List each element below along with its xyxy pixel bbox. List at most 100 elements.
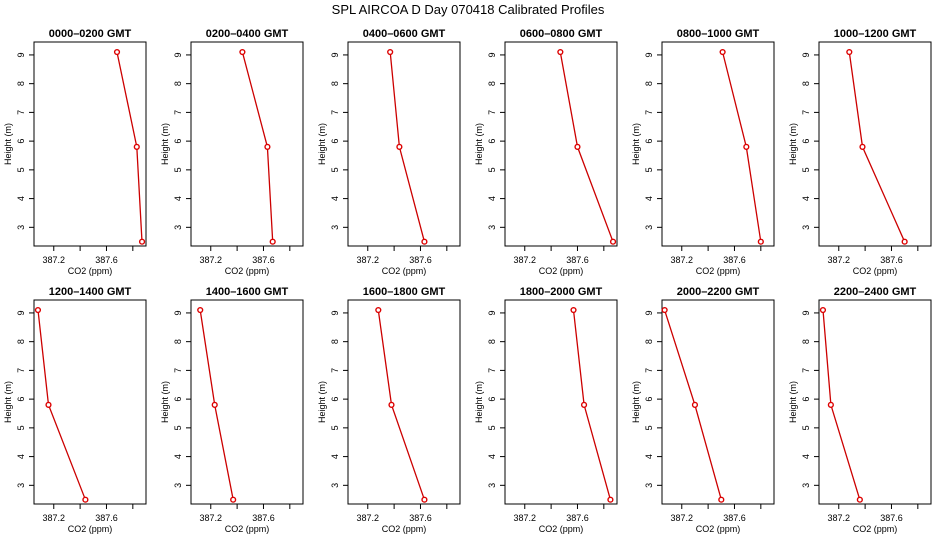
y-axis-label: Height (m) — [3, 381, 13, 423]
panel-title: 2200–2400 GMT — [834, 286, 917, 298]
data-point — [45, 401, 52, 408]
panel-title: 0600–0800 GMT — [520, 28, 603, 40]
y-tick-label: 3 — [16, 225, 26, 230]
plot-frame — [818, 41, 932, 247]
panel-title: 0400–0600 GMT — [363, 28, 446, 40]
x-tick-label: 387.2 — [199, 255, 222, 265]
profile-panel-5: 0800–1000 GMT 387.2 387.6 3 4 5 6 7 8 9 CO2 (ppm) H… — [631, 28, 775, 276]
y-axis-label: Height (m) — [788, 123, 798, 165]
y-tick-label: 9 — [16, 310, 26, 315]
y-tick-label: 4 — [330, 196, 340, 201]
data-point — [239, 48, 246, 56]
data-point — [661, 306, 668, 314]
x-tick-label: 387.6 — [723, 255, 746, 265]
x-tick-label: 387.2 — [670, 513, 693, 523]
y-tick-label: 6 — [173, 397, 183, 402]
y-tick-label: 7 — [644, 110, 654, 115]
y-tick-label: 8 — [644, 339, 654, 344]
x-axis-label: CO2 (ppm) — [68, 266, 113, 276]
data-point — [757, 238, 764, 245]
profile-panel-6: 1000–1200 GMT 387.2 387.6 3 4 5 6 7 8 9 CO2 (ppm) H… — [788, 28, 932, 276]
y-tick-label: 9 — [801, 52, 811, 57]
y-tick-label: 6 — [644, 139, 654, 144]
profile-panel-10: 1800–2000 GMT 387.2 387.6 3 4 5 6 7 8 9 CO2 (ppm) H… — [474, 286, 618, 534]
x-tick-label: 387.6 — [723, 513, 746, 523]
y-axis-label: Height (m) — [474, 123, 484, 165]
y-tick-label: 9 — [644, 310, 654, 315]
profile-panel-7: 1200–1400 GMT 387.2 387.6 3 4 5 6 7 8 9 CO2 (ppm) H… — [3, 286, 147, 534]
data-point — [34, 306, 42, 314]
data-point — [901, 238, 908, 245]
x-tick-label: 387.6 — [880, 255, 903, 265]
plot-frame — [504, 299, 618, 505]
data-point — [421, 238, 428, 245]
x-tick-label: 387.2 — [42, 513, 65, 523]
y-tick-label: 3 — [16, 483, 26, 488]
y-tick-label: 6 — [801, 397, 811, 402]
profile-panel-4: 0600–0800 GMT 387.2 387.6 3 4 5 6 7 8 9 CO2 (ppm) H… — [474, 28, 618, 276]
y-tick-label: 8 — [330, 339, 340, 344]
y-axis-label: Height (m) — [788, 381, 798, 423]
y-tick-label: 4 — [487, 196, 497, 201]
profile-line — [37, 310, 87, 500]
x-axis-label: CO2 (ppm) — [68, 524, 113, 534]
data-point — [607, 496, 614, 503]
panel-title: 1000–1200 GMT — [834, 28, 917, 40]
x-tick-label: 387.6 — [409, 255, 432, 265]
data-point — [211, 401, 218, 408]
y-tick-label: 5 — [801, 425, 811, 430]
x-tick-label: 387.6 — [566, 255, 589, 265]
y-tick-label: 3 — [173, 483, 183, 488]
data-point — [421, 496, 428, 503]
y-tick-label: 4 — [16, 196, 26, 201]
y-tick-label: 8 — [16, 339, 26, 344]
y-tick-label: 7 — [644, 368, 654, 373]
y-tick-label: 4 — [173, 454, 183, 459]
data-point — [846, 48, 853, 56]
x-tick-label: 387.6 — [95, 255, 118, 265]
y-tick-label: 6 — [330, 139, 340, 144]
y-tick-label: 3 — [801, 225, 811, 230]
x-axis-label: CO2 (ppm) — [853, 266, 898, 276]
y-tick-label: 5 — [16, 425, 26, 430]
data-point — [691, 401, 699, 408]
y-tick-label: 7 — [330, 110, 340, 115]
profile-panel-9: 1600–1800 GMT 387.2 387.6 3 4 5 6 7 8 9 CO2 (ppm) H… — [317, 286, 461, 534]
plot-frame — [661, 299, 775, 505]
y-tick-label: 4 — [16, 454, 26, 459]
y-tick-label: 5 — [801, 167, 811, 172]
y-tick-label: 4 — [487, 454, 497, 459]
y-axis-label: Height (m) — [160, 123, 170, 165]
profile-panel-8: 1400–1600 GMT 387.2 387.6 3 4 5 6 7 8 9 CO2 (ppm) H… — [160, 286, 304, 534]
data-point — [133, 143, 140, 150]
y-tick-label: 7 — [16, 368, 26, 373]
y-tick-label: 3 — [173, 225, 183, 230]
y-tick-label: 9 — [487, 52, 497, 57]
y-axis-label: Height (m) — [3, 123, 13, 165]
data-point — [138, 238, 146, 245]
x-tick-label: 387.2 — [513, 255, 536, 265]
y-tick-label: 6 — [801, 139, 811, 144]
x-axis-label: CO2 (ppm) — [696, 266, 741, 276]
profile-panel-12: 2200–2400 GMT 387.2 387.6 3 4 5 6 7 8 9 CO2 (ppm) H… — [788, 286, 932, 534]
x-tick-label: 387.2 — [356, 513, 379, 523]
y-tick-label: 5 — [330, 425, 340, 430]
panel-title: 0200–0400 GMT — [206, 28, 289, 40]
y-tick-label: 7 — [801, 110, 811, 115]
y-tick-label: 8 — [173, 339, 183, 344]
y-tick-label: 7 — [801, 368, 811, 373]
y-tick-label: 6 — [487, 139, 497, 144]
y-tick-label: 7 — [487, 110, 497, 115]
y-tick-label: 9 — [330, 310, 340, 315]
y-tick-label: 4 — [801, 196, 811, 201]
panel-title: 0000–0200 GMT — [49, 28, 132, 40]
data-point — [609, 238, 617, 245]
profile-line — [377, 310, 426, 500]
y-tick-label: 8 — [330, 81, 340, 86]
profile-line — [721, 51, 762, 242]
y-tick-label: 9 — [487, 310, 497, 315]
panel-title: 1800–2000 GMT — [520, 286, 603, 298]
y-axis-label: Height (m) — [317, 123, 327, 165]
y-tick-label: 3 — [801, 483, 811, 488]
data-point — [856, 496, 863, 503]
